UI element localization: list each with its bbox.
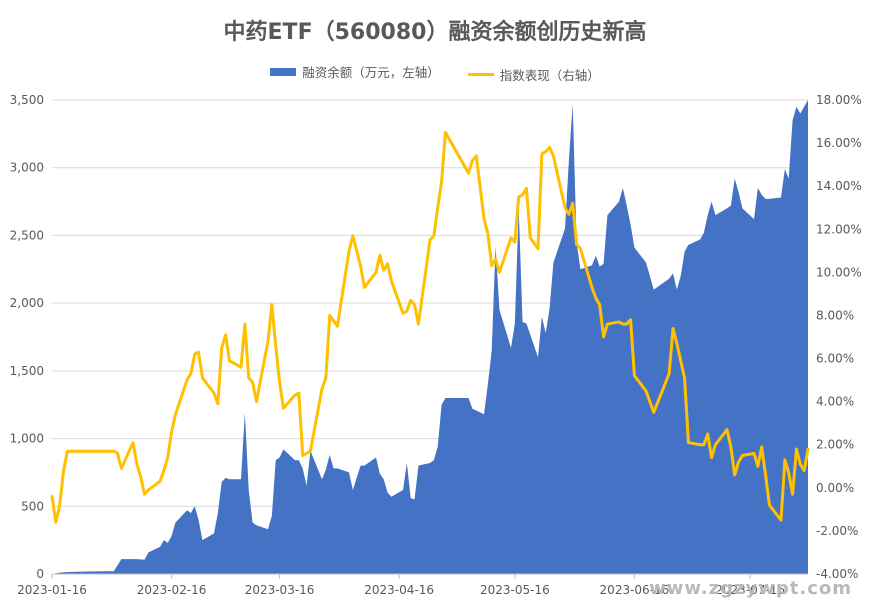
legend-item-balance: 融资余额（万元，左轴） [270, 62, 440, 81]
left-tick-label: 1,500 [10, 364, 44, 378]
right-tick-label: 14.00% [816, 179, 862, 193]
x-tick-label: 2023-05-16 [480, 583, 550, 597]
left-tick-label: 2,000 [10, 296, 44, 310]
series-area-financing-balance [52, 100, 808, 574]
right-tick-label: 2.00% [816, 438, 854, 452]
x-tick-label: 2023-04-16 [364, 583, 434, 597]
right-tick-label: 12.00% [816, 222, 862, 236]
right-tick-label: 0.00% [816, 481, 854, 495]
x-tick-label: 2023-01-16 [17, 583, 87, 597]
x-tick-label: 2023-02-16 [137, 583, 207, 597]
series-line-index-performance [50, 130, 810, 524]
right-tick-label: -2.00% [816, 524, 858, 538]
legend-swatch-area-icon [270, 67, 297, 76]
right-tick-label: 6.00% [816, 352, 854, 366]
left-tick-label: 3,000 [10, 161, 44, 175]
right-tick-label: 10.00% [816, 265, 862, 279]
right-tick-label: 16.00% [816, 136, 862, 150]
legend-item-index: 指数表现（右轴） [467, 65, 600, 84]
legend: 融资余额（万元，左轴） 指数表现（右轴） [0, 62, 870, 84]
right-tick-label: -4.00% [816, 567, 858, 581]
legend-label-index: 指数表现（右轴） [499, 67, 600, 83]
left-tick-label: 3,500 [10, 93, 44, 107]
left-tick-label: 2,500 [10, 228, 44, 242]
watermark-text: www.zgzywpt.com [649, 578, 852, 599]
x-tick-label: 2023-07-16 [715, 583, 785, 597]
right-tick-label: 8.00% [816, 308, 854, 322]
x-tick-label: 2023-03-16 [245, 583, 315, 597]
legend-swatch-line-icon [467, 72, 494, 76]
left-tick-label: 1,000 [10, 432, 44, 446]
chart-title: 中药ETF（560080）融资余额创历史新高 [223, 20, 647, 45]
right-tick-label: 18.00% [816, 93, 862, 107]
x-tick-label: 2023-06-16 [600, 583, 670, 597]
legend-label-balance: 融资余额（万元，左轴） [302, 65, 440, 80]
right-tick-label: 4.00% [816, 395, 854, 409]
left-tick-label: 500 [21, 499, 44, 513]
left-tick-label: 0 [36, 567, 44, 581]
